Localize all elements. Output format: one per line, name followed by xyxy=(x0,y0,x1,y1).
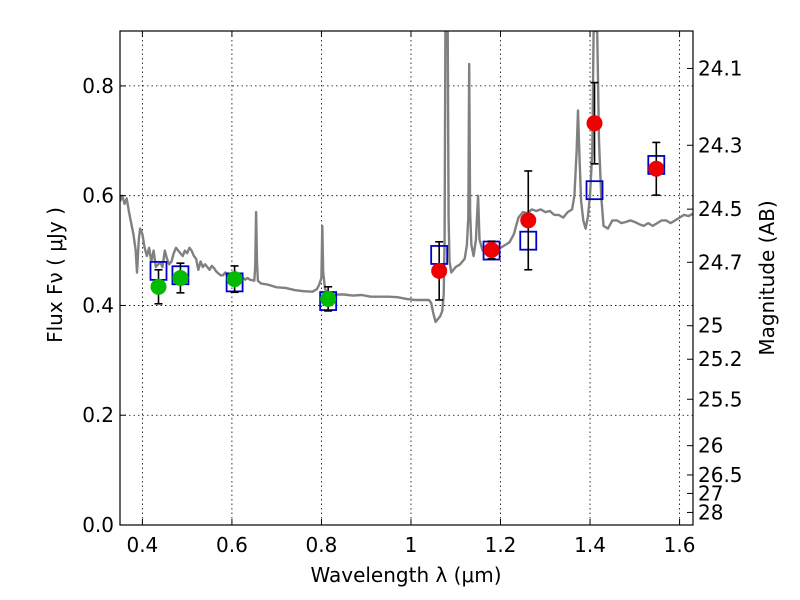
y2-tick-label: 27 xyxy=(698,481,723,505)
y2-tick-label: 25.5 xyxy=(698,387,743,411)
y-tick-label: 0.4 xyxy=(82,293,114,317)
x-tick-label: 1.6 xyxy=(664,533,696,557)
data-points-layer xyxy=(150,115,665,307)
y2-tick-label: 25 xyxy=(698,314,723,338)
y2-tick-label: 24.3 xyxy=(698,133,743,157)
optical-data-point xyxy=(172,270,189,286)
x-tick-label: 0.4 xyxy=(126,533,158,557)
x-axis-label: Wavelength λ (μm) xyxy=(310,563,501,587)
y2-tick-label: 28 xyxy=(698,500,723,524)
nir-data-point xyxy=(483,242,500,259)
nir-data-point xyxy=(431,262,448,279)
y2-tick-label: 24.5 xyxy=(698,197,743,221)
nir-data-point xyxy=(520,212,537,229)
y2-axis-label: Magnitude (AB) xyxy=(755,200,779,355)
y-axis-label: Flux Fν ( μJy ) xyxy=(43,207,67,343)
model-photometry-square xyxy=(585,180,604,201)
x-tick-label: 1.4 xyxy=(574,533,606,557)
y-tick-label: 0.0 xyxy=(82,513,114,537)
x-tick-label: 1 xyxy=(405,533,418,557)
model-spectrum-layer xyxy=(120,31,693,324)
x-tick-label: 0.6 xyxy=(216,533,248,557)
plot-frame xyxy=(119,30,694,526)
y2-tick-label: 26 xyxy=(698,434,723,458)
y2-tick-label: 24.7 xyxy=(698,250,743,274)
optical-data-point xyxy=(226,271,243,288)
nir-data-point xyxy=(586,115,603,132)
axes: 0.4 0.6 0.8 1 1.2 1.4 1.6 0.0 0.2 0.4 0.6 0.8 24.1 24… xyxy=(82,31,743,557)
y2-tick-label: 24.1 xyxy=(698,56,743,80)
y2-tick-label: 25.2 xyxy=(698,347,743,371)
y-tick-label: 0.6 xyxy=(82,184,114,208)
grid xyxy=(120,31,693,526)
y2-tick-label: 26.5 xyxy=(698,463,743,487)
optical-data-point xyxy=(320,290,337,307)
nir-data-point xyxy=(648,160,665,177)
optical-data-point xyxy=(150,278,167,295)
x-tick-label: 1.2 xyxy=(485,533,517,557)
x-tick-label: 0.8 xyxy=(306,533,338,557)
y-tick-label: 0.8 xyxy=(82,74,114,98)
y-tick-label: 0.2 xyxy=(82,403,114,427)
model-photometry-layer xyxy=(149,155,666,311)
model-spectrum-line xyxy=(120,31,693,324)
